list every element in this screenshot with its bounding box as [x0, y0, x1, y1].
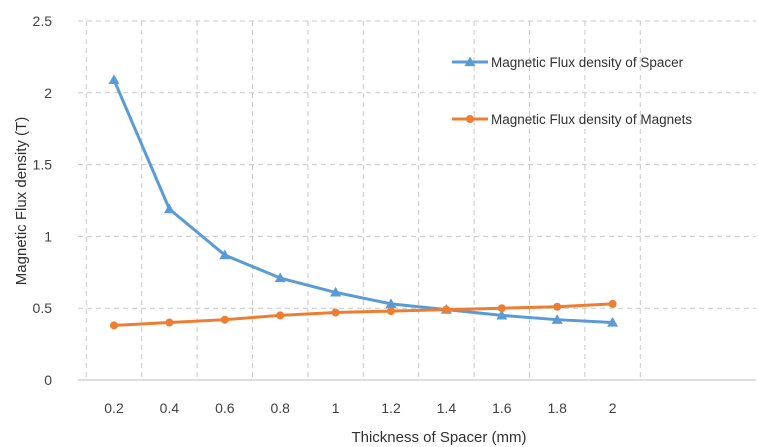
- x-tick-label: 0.6: [215, 400, 235, 416]
- legend: Magnetic Flux density of Spacer Magnetic …: [452, 55, 692, 127]
- data-point: [164, 204, 175, 214]
- data-point: [221, 316, 229, 324]
- x-tick-label: 0.8: [270, 400, 290, 416]
- data-point: [609, 300, 617, 308]
- x-tick-label: 1.2: [381, 400, 401, 416]
- x-tick-label: 1.6: [492, 400, 512, 416]
- data-point: [110, 321, 118, 329]
- y-tick-label: 1: [44, 228, 52, 244]
- legend-label: Magnetic Flux density of Magnets: [491, 112, 692, 127]
- y-tick-label: 0.5: [33, 300, 53, 316]
- x-axis-title: Thickness of Spacer (mm): [351, 429, 526, 446]
- x-tick-label: 1.4: [437, 400, 457, 416]
- legend-label: Magnetic Flux density of Spacer: [491, 55, 684, 70]
- x-tick-label: 1: [332, 400, 340, 416]
- y-tick-label: 2.5: [33, 13, 53, 29]
- x-tick-label: 2: [609, 400, 617, 416]
- legend-swatch-marker: [466, 115, 474, 123]
- x-tick-label: 1.8: [547, 400, 567, 416]
- data-point: [387, 307, 395, 315]
- data-point: [109, 74, 120, 84]
- y-axis-title: Magnetic Flux density (T): [13, 117, 30, 285]
- x-tick-label: 0.4: [160, 400, 180, 416]
- y-tick-label: 2: [44, 85, 52, 101]
- x-tick-label: 0.2: [104, 400, 124, 416]
- data-point: [498, 304, 506, 312]
- data-point: [442, 306, 450, 314]
- data-point: [276, 311, 284, 319]
- legend-item: Magnetic Flux density of Spacer: [452, 55, 684, 70]
- y-tick-label: 0: [44, 372, 52, 388]
- legend-item: Magnetic Flux density of Magnets: [452, 112, 692, 127]
- y-tick-label: 1.5: [33, 157, 53, 173]
- axes: 0 0.5 1 1.5 2 2.5 0.2 0.4 0.6 0.8 1 1.2 1.4 1.6 1.8 2: [33, 13, 756, 416]
- data-point: [332, 309, 340, 317]
- data-point: [553, 303, 561, 311]
- grid: [78, 21, 756, 380]
- data-point: [165, 319, 173, 327]
